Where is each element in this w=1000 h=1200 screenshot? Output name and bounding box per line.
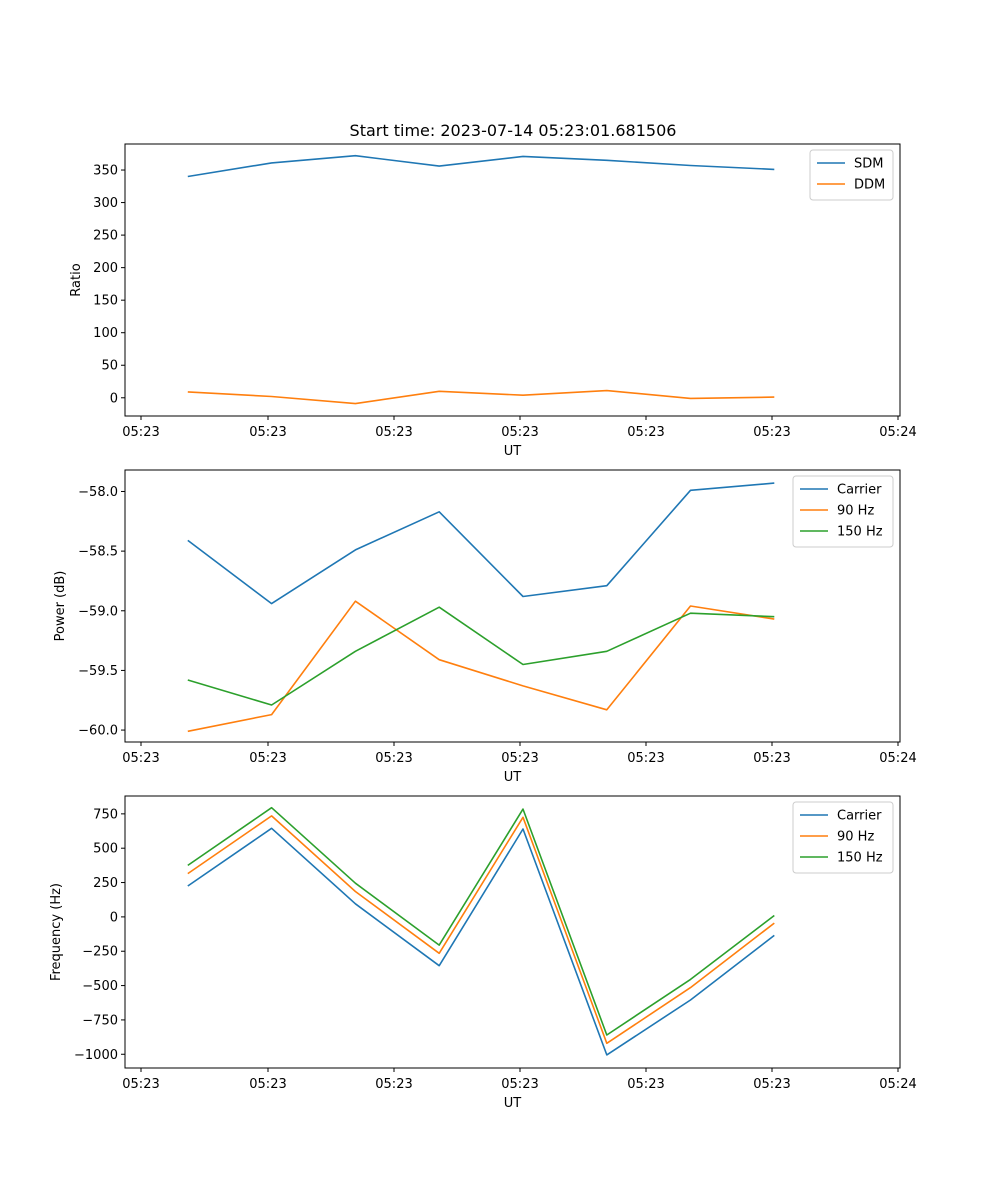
x-tick-label: 05:23 [249,1077,286,1092]
x-tick-label: 05:23 [753,751,790,766]
x-tick-label: 05:23 [627,751,664,766]
x-tick-label: 05:23 [501,1077,538,1092]
x-axis-label: UT [504,1096,522,1111]
legend-entry: 90 Hz [837,504,874,519]
series-line-150-hz [187,606,775,706]
series-line-sdm [187,154,775,178]
x-tick-label: 05:23 [627,1077,664,1092]
y-tick-label: −1000 [74,1048,118,1063]
y-tick-label: 750 [93,807,118,822]
legend: Carrier 90 Hz 150 Hz [792,475,894,548]
y-tick-label: −58.0 [78,485,118,500]
ratio-panel: 0 50 100 150 200 250 300 350 05:23 05:23 05:23 05:2… [69,143,917,459]
y-tick-label: 100 [93,326,118,341]
y-axis-label: Ratio [69,263,84,296]
legend-entry: 150 Hz [837,851,883,866]
x-tick-label: 05:23 [122,1077,159,1092]
y-tick-label: −58.5 [78,545,118,560]
y-tick-label: −59.0 [78,604,118,619]
x-tick-label: 05:23 [375,1077,412,1092]
legend-entry: SDM [854,157,883,172]
legend: Carrier 90 Hz 150 Hz [792,801,894,874]
x-tick-label: 05:24 [879,751,916,766]
y-tick-label: −60.0 [78,724,118,739]
x-tick-label: 05:23 [122,751,159,766]
x-axis-label: UT [504,770,522,785]
legend-box [792,475,894,548]
x-axis-label: UT [504,444,522,459]
y-tick-label: 350 [93,164,118,179]
x-tick-label: 05:23 [753,1077,790,1092]
x-tick-label: 05:23 [375,425,412,440]
legend-entry: Carrier [837,809,882,824]
x-tick-label: 05:23 [249,751,286,766]
y-axis-label: Power (dB) [53,571,68,642]
series-line-150-hz [187,806,775,1036]
y-tick-label: 250 [93,229,118,244]
legend-entry: DDM [854,178,885,193]
series-line-90-hz [187,815,775,1045]
plot-frame [124,469,901,743]
y-tick-label: −59.5 [78,664,118,679]
x-tick-label: 05:23 [627,425,664,440]
y-tick-label: 300 [93,196,118,211]
y-tick-label: 0 [110,910,118,925]
plot-frame [124,795,901,1069]
x-tick-label: 05:24 [879,1077,916,1092]
power-panel: −60.0 −59.5 −59.0 −58.5 −58.0 05:23 05:23 05:23… [53,469,917,785]
legend-box [792,801,894,874]
y-tick-label: 500 [93,842,118,857]
y-tick-label: 250 [93,876,118,891]
y-tick-label: 0 [110,391,118,406]
y-axis-label: Frequency (Hz) [49,883,64,981]
y-tick-label: 50 [101,359,118,374]
x-tick-label: 05:24 [879,425,916,440]
series-line-carrier [187,827,775,1056]
legend-entry: 90 Hz [837,830,874,845]
series-line-carrier [187,482,775,605]
x-tick-label: 05:23 [501,425,538,440]
plot-frame [124,143,901,417]
legend: SDM DDM [809,149,894,201]
x-tick-label: 05:23 [501,751,538,766]
y-tick-label: −250 [82,945,118,960]
x-tick-label: 05:23 [753,425,790,440]
legend-entry: 150 Hz [837,525,883,540]
series-line-ddm [187,389,775,405]
y-tick-label: 150 [93,294,118,309]
x-tick-label: 05:23 [249,425,286,440]
y-tick-label: −750 [82,1013,118,1028]
chart-title: Start time: 2023-07-14 05:23:01.681506 [350,121,677,140]
frequency-panel: −1000 −750 −500 −250 0 250 500 750 05:23 05:23 05:… [49,795,917,1111]
y-tick-label: −500 [82,979,118,994]
x-tick-label: 05:23 [375,751,412,766]
y-tick-label: 200 [93,261,118,276]
x-tick-label: 05:23 [122,425,159,440]
legend-entry: Carrier [837,483,882,498]
